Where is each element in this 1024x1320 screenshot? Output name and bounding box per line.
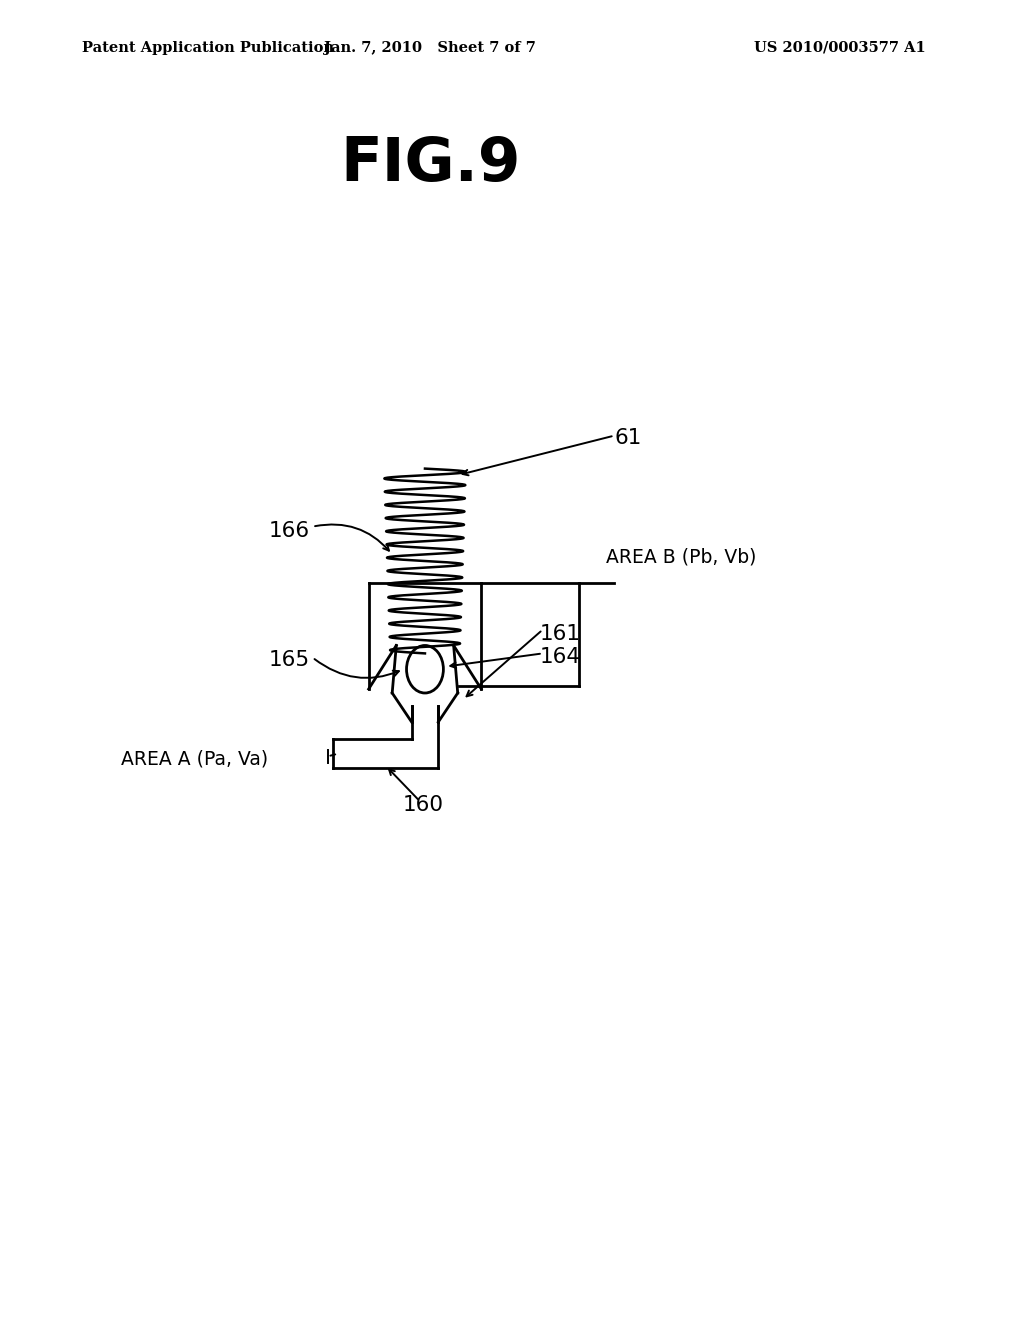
Text: 165: 165 <box>268 649 309 671</box>
Text: 166: 166 <box>268 520 309 541</box>
Text: AREA A (Pa, Va): AREA A (Pa, Va) <box>121 750 268 768</box>
Text: Patent Application Publication: Patent Application Publication <box>82 41 334 54</box>
Text: US 2010/0003577 A1: US 2010/0003577 A1 <box>754 41 926 54</box>
Text: AREA B (Pb, Vb): AREA B (Pb, Vb) <box>606 548 757 566</box>
Text: 164: 164 <box>540 647 581 668</box>
Text: FIG.9: FIG.9 <box>340 136 520 194</box>
Text: 161: 161 <box>540 623 581 644</box>
Text: 61: 61 <box>614 428 642 449</box>
Text: 160: 160 <box>402 795 443 816</box>
Text: Jan. 7, 2010   Sheet 7 of 7: Jan. 7, 2010 Sheet 7 of 7 <box>325 41 536 54</box>
